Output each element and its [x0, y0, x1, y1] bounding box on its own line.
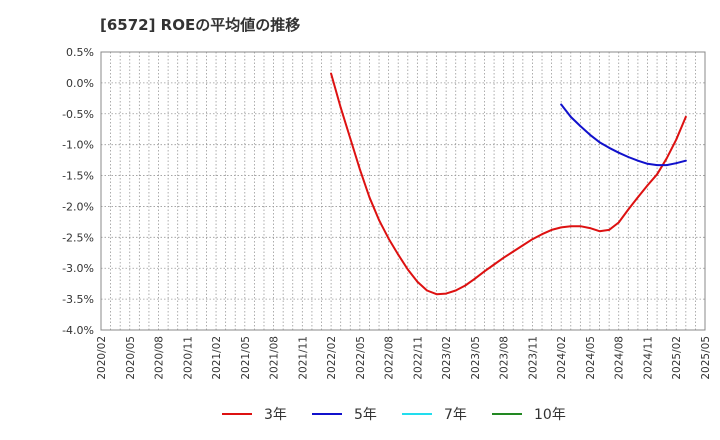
y-tick-label: 0.5%: [66, 46, 94, 59]
data-point: [550, 229, 553, 231]
data-point: [675, 162, 678, 165]
chart-title: [6572] ROEの平均値の推移: [100, 16, 301, 34]
x-tick-label: 2023/05: [470, 336, 482, 380]
x-tick-label: 2022/05: [355, 336, 367, 380]
data-point: [502, 256, 505, 259]
data-point: [378, 219, 380, 221]
x-tick-label: 2023/11: [527, 336, 539, 380]
data-point: [426, 289, 428, 292]
data-point: [589, 133, 591, 136]
data-point: [445, 292, 448, 295]
data-point: [493, 263, 495, 266]
x-tick-label: 2024/02: [556, 336, 568, 380]
data-point: [521, 244, 524, 247]
data-point: [627, 156, 630, 158]
x-tick-label: 2020/11: [182, 336, 194, 380]
x-tick-label: 2021/02: [211, 336, 223, 380]
data-point: [560, 103, 563, 106]
x-tick-label: 2021/05: [240, 336, 252, 380]
data-point: [512, 250, 515, 253]
x-tick-label: 2020/05: [125, 336, 137, 380]
plot-border: [100, 51, 706, 331]
x-tick-label: 2024/11: [642, 336, 654, 380]
y-tick-label: -1.5%: [62, 170, 94, 183]
x-tick-label: 2025/02: [671, 336, 683, 380]
series-line-0: [330, 72, 687, 296]
y-tick-label: -4.0%: [62, 324, 94, 337]
data-point: [617, 221, 620, 224]
y-tick-label: -3.5%: [62, 293, 94, 306]
data-point: [579, 125, 582, 128]
y-tick-label: -3.0%: [62, 262, 94, 275]
y-tick-label: 0.0%: [66, 77, 94, 90]
data-point: [358, 168, 361, 171]
data-point: [608, 146, 611, 149]
legend-label: 5年: [354, 407, 377, 423]
data-point: [665, 164, 668, 166]
data-point: [387, 237, 390, 240]
x-tick-label: 2024/05: [585, 336, 597, 380]
data-point: [569, 115, 572, 118]
data-point: [560, 226, 563, 229]
data-point: [483, 270, 486, 273]
legend-label: 10年: [534, 407, 566, 423]
data-point: [349, 137, 352, 140]
data-point: [454, 289, 457, 292]
y-tick-label: -2.5%: [62, 231, 94, 244]
data-point: [464, 284, 467, 287]
data-point: [636, 159, 639, 162]
data-point: [665, 157, 668, 160]
x-tick-label: 2020/02: [96, 336, 108, 380]
data-point: [579, 225, 582, 228]
data-point: [646, 162, 649, 165]
x-tick-label: 2025/05: [700, 336, 712, 380]
data-point: [435, 293, 438, 296]
data-point: [684, 159, 687, 162]
y-tick-label: -1.0%: [62, 139, 94, 152]
data-point: [636, 196, 639, 199]
data-point: [684, 115, 687, 118]
data-point: [368, 196, 371, 199]
x-tick-label: 2022/08: [384, 336, 396, 380]
series-line-1: [560, 103, 687, 167]
plot-area: [100, 51, 706, 331]
data-point: [589, 227, 591, 229]
x-tick-label: 2021/08: [269, 336, 281, 380]
data-point: [406, 268, 409, 271]
data-point: [531, 238, 534, 241]
data-point: [656, 164, 658, 166]
x-tick-label: 2022/02: [326, 336, 338, 380]
data-point: [646, 184, 649, 187]
y-tick-label: -0.5%: [62, 108, 94, 121]
data-point: [541, 233, 543, 236]
data-point: [569, 225, 572, 228]
data-point: [598, 141, 601, 144]
x-tick-label: 2021/11: [297, 336, 309, 380]
data-point: [397, 253, 400, 256]
x-tick-label: 2022/11: [412, 336, 424, 380]
data-point: [598, 230, 601, 233]
data-point: [608, 229, 611, 231]
x-tick-label: 2023/02: [441, 336, 453, 380]
x-tick-label: 2023/08: [499, 336, 511, 380]
data-point: [656, 173, 658, 176]
data-point: [330, 72, 332, 75]
x-tick-label: 2020/08: [154, 336, 166, 380]
y-tick-label: -2.0%: [62, 200, 94, 213]
data-point: [339, 106, 342, 109]
legend-label: 7年: [444, 407, 467, 423]
data-point: [416, 280, 419, 283]
legend-label: 3年: [264, 407, 287, 423]
data-point: [474, 277, 476, 280]
x-tick-label: 2024/08: [614, 336, 626, 380]
data-point: [617, 151, 620, 154]
data-point: [627, 208, 630, 211]
data-point: [675, 138, 678, 141]
